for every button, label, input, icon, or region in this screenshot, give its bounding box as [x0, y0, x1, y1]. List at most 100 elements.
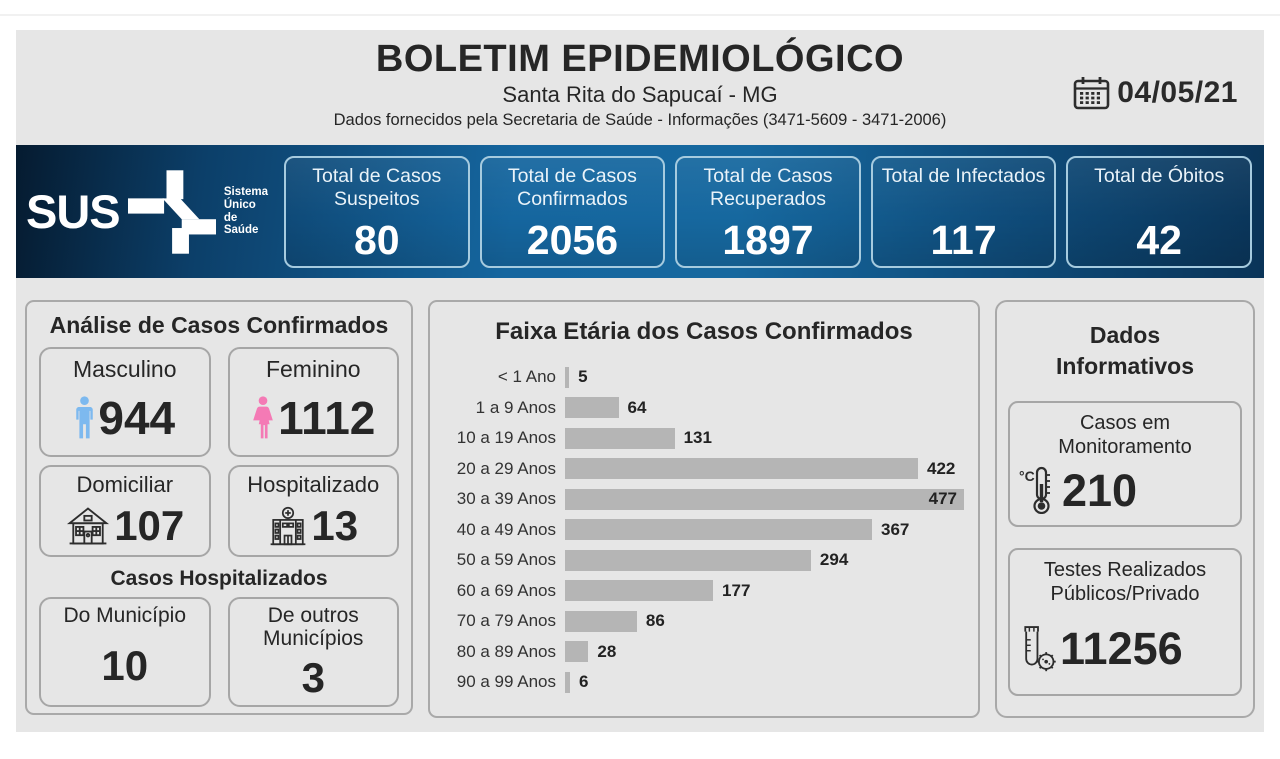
card-label: Do Município: [63, 604, 187, 627]
chart-value-label: 6: [579, 672, 589, 692]
stat-label: Total de Óbitos: [1094, 164, 1225, 187]
card-label: De outros Municípios: [263, 604, 364, 650]
stat-value: 2056: [526, 216, 618, 263]
chart-bar-area: 422: [565, 454, 964, 485]
chart-bar: [565, 671, 571, 693]
chart-value-label: 86: [645, 611, 665, 631]
card-value-row: 1112: [251, 382, 375, 455]
chart-bar: [565, 610, 637, 632]
test-tube-icon: [1024, 626, 1056, 672]
chart-value-label: 64: [627, 397, 647, 417]
hospitalized-title: Casos Hospitalizados: [110, 567, 328, 590]
card-value-row: 107: [65, 497, 184, 555]
card-label: Feminino: [265, 356, 361, 382]
card-value-row: 10: [101, 628, 148, 705]
chart-bar-area: 131: [565, 423, 964, 454]
chart-row: 90 a 99 Anos 6: [444, 667, 964, 698]
info-panel: Dados Informativos Casos em Monitorament…: [995, 300, 1255, 718]
sus-logo: SUS Sistema Único de Saúde: [26, 169, 274, 255]
care-cards-row: Domiciliar 107: [39, 457, 399, 557]
chart-row: 60 a 69 Anos 177: [444, 576, 964, 607]
svg-text:°C: °C: [1019, 468, 1035, 484]
chart-bar-area: 294: [565, 545, 964, 576]
date-text: 04/05/21: [1117, 76, 1238, 109]
chart-value-label: 367: [880, 519, 910, 539]
stat-suspeitos: Total de Casos Suspeitos 80: [284, 155, 470, 268]
card-value: 944: [98, 392, 176, 445]
chart-category-label: 50 a 59 Anos: [456, 550, 556, 570]
card-value: 11256: [1060, 622, 1183, 674]
header: BOLETIM EPIDEMIOLÓGICO Santa Rita do Sap…: [16, 30, 1264, 145]
chart-bar: [565, 580, 714, 602]
card-label: Masculino: [72, 356, 177, 382]
chart-bar: [565, 427, 675, 449]
chart-category-label: 10 a 19 Anos: [456, 428, 556, 448]
stat-obitos: Total de Óbitos 42: [1066, 155, 1252, 268]
chart-bar-area: 367: [565, 515, 964, 546]
content-area: Análise de Casos Confirmados Masculino 9…: [16, 278, 1264, 718]
card-label: Casos em Monitoramento: [1058, 412, 1192, 459]
stat-label: Total de Casos Confirmados: [507, 164, 637, 210]
chart-bar-area: 5: [565, 362, 964, 393]
chart-category-label: < 1 Ano: [497, 367, 556, 387]
analysis-title: Análise de Casos Confirmados: [49, 312, 389, 338]
hospitalizado-card: Hospitalizado: [227, 465, 399, 557]
report-date: 04/05/21: [1073, 76, 1238, 110]
do-municipio-card: Do Município 10: [39, 597, 211, 707]
top-divider: [0, 14, 1280, 16]
monitoring-card: Casos em Monitoramento °C: [1008, 401, 1242, 528]
chart-value-label: 477: [928, 489, 957, 509]
chart-category-label: 20 a 29 Anos: [456, 458, 556, 478]
stat-label: Total de Casos Recuperados: [703, 164, 833, 210]
sus-caption: Sistema Único de Saúde: [223, 185, 268, 237]
stat-value: 80: [353, 216, 400, 263]
chart-category-label: 30 a 39 Anos: [456, 489, 556, 509]
chart-row: 80 a 89 Anos 28: [444, 637, 964, 668]
chart-bar: [565, 519, 872, 541]
municipality-cards-row: Do Município 10 De outros Municípios 3: [39, 597, 399, 707]
chart-bar: [565, 641, 589, 663]
card-value-row: 3: [302, 650, 325, 705]
chart-row: < 1 Ano 5: [444, 362, 964, 393]
chart-row: 30 a 39 Anos 477: [444, 484, 964, 515]
stat-value: 1897: [722, 216, 814, 263]
calendar-icon: [1073, 77, 1110, 110]
chart-bar-area: 28: [565, 637, 964, 668]
card-label: Testes Realizados Públicos/Privado: [1043, 559, 1207, 606]
age-chart: < 1 Ano 5 1 a 9 Anos 64 10 a 19 Anos 131 20 a …: [444, 362, 964, 698]
stat-value: 117: [930, 216, 997, 263]
sus-logo-text: SUS: [26, 185, 121, 238]
card-value-row: 944: [74, 382, 175, 455]
house-icon: [67, 507, 110, 545]
analysis-panel: Análise de Casos Confirmados Masculino 9…: [25, 300, 413, 715]
card-label: Hospitalizado: [247, 472, 380, 497]
chart-category-label: 80 a 89 Anos: [456, 641, 556, 661]
sus-stats-bar: SUS Sistema Único de Saúde Total de Caso…: [16, 145, 1264, 278]
chart-bar-area: 64: [565, 393, 964, 424]
source-info: Dados fornecidos pela Secretaria de Saúd…: [333, 110, 947, 129]
female-icon: [253, 396, 273, 439]
chart-value-label: 177: [722, 580, 751, 600]
hospital-icon: [270, 506, 306, 546]
feminino-card: Feminino 1112: [227, 347, 399, 457]
chart-row: 50 a 59 Anos 294: [444, 545, 964, 576]
chart-value-label: 294: [819, 550, 849, 570]
chart-value-label: 131: [683, 428, 712, 448]
age-chart-panel: Faixa Etária dos Casos Confirmados < 1 A…: [428, 300, 980, 718]
chart-value-label: 5: [578, 367, 588, 387]
card-value: 10: [101, 642, 149, 690]
info-panel-title: Dados Informativos: [1055, 322, 1195, 380]
chart-bar: 477: [565, 488, 964, 510]
thermometer-icon: °C: [1019, 467, 1050, 515]
tests-card: Testes Realizados Públicos/Privado: [1008, 548, 1242, 697]
stat-infectados: Total de Infectados 117: [870, 155, 1057, 268]
chart-category-label: 1 a 9 Anos: [475, 397, 556, 417]
stat-label: Total de Casos Suspeitos: [312, 164, 442, 210]
chart-value-label: 28: [597, 641, 617, 661]
card-value-row: 13: [268, 497, 358, 555]
page-title: BOLETIM EPIDEMIOLÓGICO: [375, 38, 905, 80]
chart-bar-area: 6: [565, 667, 964, 698]
chart-row: 1 a 9 Anos 64: [444, 393, 964, 424]
outros-municipios-card: De outros Municípios 3: [227, 597, 399, 707]
